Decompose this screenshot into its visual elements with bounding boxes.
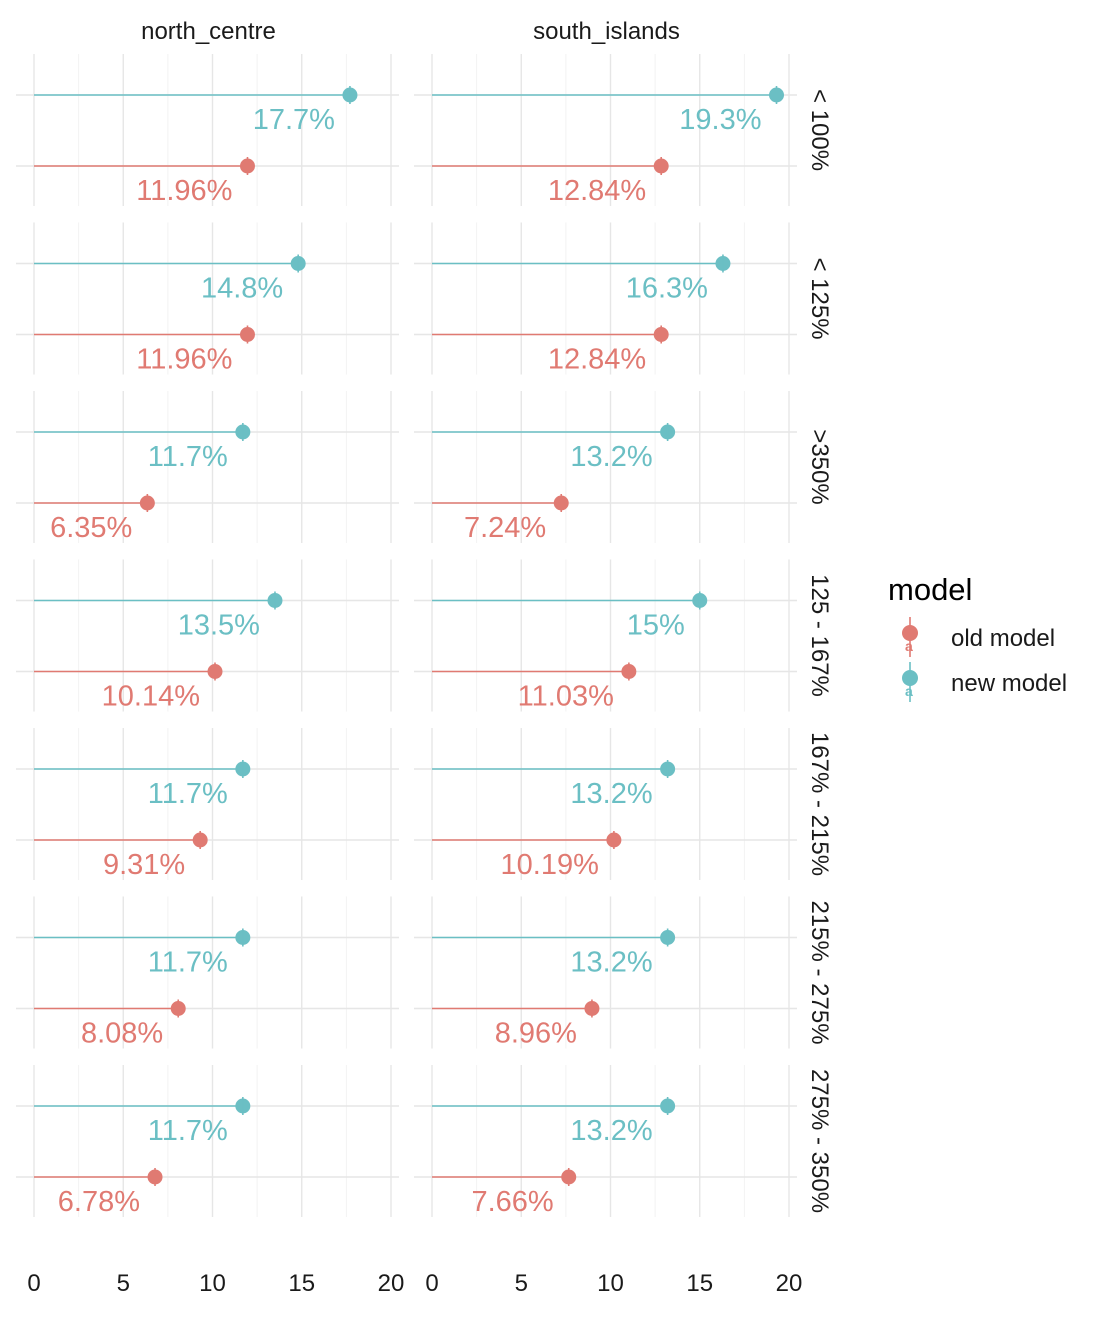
data-label: 13.2% [570,441,652,473]
legend-label: new model [951,670,1067,697]
data-label: 12.84% [548,175,646,207]
facet-row-title: 275% - 350% [806,1069,833,1213]
x-tick-label: 5 [117,1270,130,1297]
facet-row-title: >350% [806,429,833,504]
facet-row-title: < 125% [806,257,833,339]
data-label: 13.2% [570,947,652,979]
facet-panel: 17.7% 11.96% [16,54,399,207]
x-axis-tick-labels: 0 5 10 15 20 0 5 10 15 20 [27,1270,802,1297]
legend-label: old model [951,625,1055,652]
legend-key-point [902,670,918,686]
facet-panel: 16.3% 12.84% [414,222,797,376]
x-tick-label: 0 [27,1270,40,1297]
data-label: 8.96% [495,1018,577,1050]
data-label: 9.31% [103,849,185,881]
facet-panel: 13.5% 10.14% [16,559,399,713]
legend-item: a new model [902,662,1067,702]
facet-panel: 11.7% 6.78% [16,1065,399,1218]
legend-key-point [902,625,918,641]
facet-panel: 13.2% 7.66% [414,1065,797,1218]
x-tick-label: 10 [199,1270,226,1297]
facet-column-title: south_islands [533,18,680,45]
facet-row-title: 125 - 167% [806,574,833,697]
legend-items: a old model a new model [902,617,1067,702]
data-label: 11.96% [136,344,232,376]
data-label: 12.84% [548,344,646,376]
x-tick-label: 20 [776,1270,803,1297]
facet-row-title: 215% - 275% [806,900,833,1044]
data-label: 11.7% [148,947,228,979]
facet-panel: 11.7% 6.35% [16,391,399,544]
x-tick-label: 5 [515,1270,528,1297]
facet-column-titles: north_centre south_islands [141,18,680,45]
data-label: 10.19% [501,849,599,881]
x-tick-label: 15 [288,1270,315,1297]
data-label: 7.66% [471,1186,553,1218]
data-label: 11.7% [148,778,228,810]
data-label: 10.14% [102,681,200,713]
facet-panel: 15% 11.03% [414,559,797,713]
facet-panels: 17.7% 11.96% 14.8% 11.96% 11.7% 6.35% 13.5% 10.… [16,54,797,1218]
facet-panel: 13.2% 7.24% [414,391,797,544]
facet-panel: 13.2% 8.96% [414,896,797,1050]
data-label: 11.7% [148,441,228,473]
data-label: 6.78% [58,1186,140,1218]
data-label: 11.7% [148,1115,228,1147]
legend-key-glyph: a [905,638,913,654]
x-tick-label: 20 [378,1270,405,1297]
facet-panel: 11.7% 8.08% [16,896,399,1050]
data-label: 13.2% [570,778,652,810]
legend-title: model [888,572,972,607]
facet-panel: 14.8% 11.96% [16,222,399,376]
data-label: 6.35% [50,512,132,544]
facet-column-title: north_centre [141,18,276,45]
facet-panel: 13.2% 10.19% [414,728,797,881]
facet-row-title: < 100% [806,89,833,171]
x-tick-label: 0 [425,1270,438,1297]
facet-panel: 11.7% 9.31% [16,728,399,881]
facet-panel: 19.3% 12.84% [414,54,797,207]
legend-key-glyph: a [905,683,913,699]
x-tick-label: 10 [597,1270,624,1297]
data-label: 15% [627,610,685,642]
facet-row-title: 167% - 215% [806,732,833,876]
facet-row-titles: < 100% < 125% >350% 125 - 167% 167% - 215% 21… [806,89,833,1213]
data-label: 17.7% [253,104,335,136]
data-label: 8.08% [81,1018,163,1050]
legend-item: a old model [902,617,1055,657]
data-label: 11.03% [518,681,614,713]
data-label: 14.8% [201,273,283,305]
data-label: 7.24% [464,512,546,544]
data-label: 13.2% [570,1115,652,1147]
data-label: 19.3% [679,104,761,136]
data-label: 16.3% [626,273,708,305]
data-label: 11.96% [136,175,232,207]
x-tick-label: 15 [686,1270,713,1297]
legend: model a old model a new model [888,572,1067,702]
data-label: 13.5% [178,610,260,642]
